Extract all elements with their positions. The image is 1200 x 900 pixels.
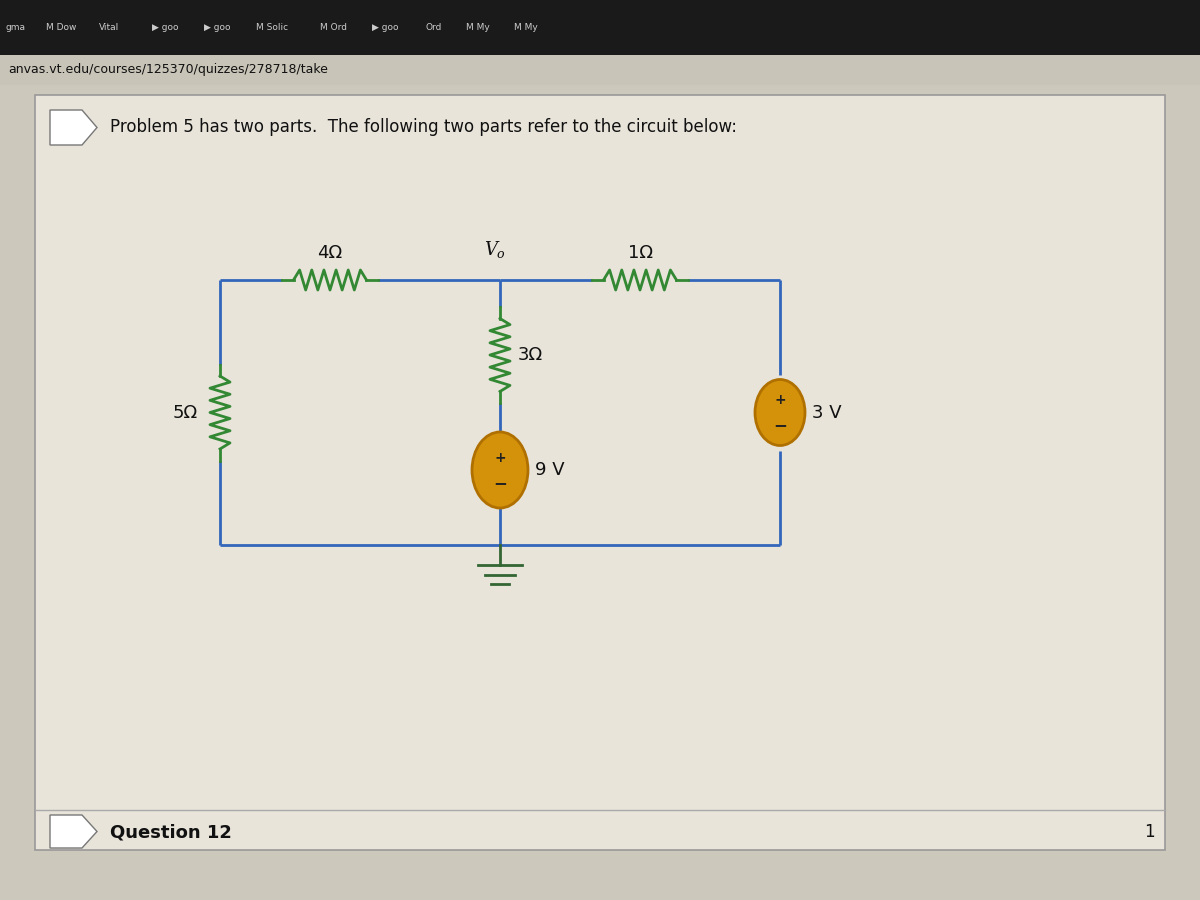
Text: 9 V: 9 V (535, 461, 565, 479)
FancyBboxPatch shape (0, 0, 1200, 55)
Text: ▶ goo: ▶ goo (151, 23, 178, 32)
Text: +: + (774, 393, 786, 408)
Text: ▶ goo: ▶ goo (204, 23, 230, 32)
Ellipse shape (472, 432, 528, 508)
Text: anvas.vt.edu/courses/125370/quizzes/278718/take: anvas.vt.edu/courses/125370/quizzes/2787… (8, 64, 328, 76)
Polygon shape (50, 815, 97, 848)
Ellipse shape (755, 380, 805, 446)
Text: −: − (773, 417, 787, 435)
Text: Vital: Vital (98, 23, 119, 32)
Text: M Dow: M Dow (47, 23, 77, 32)
FancyBboxPatch shape (35, 95, 1165, 850)
Text: 4Ω: 4Ω (318, 244, 342, 262)
Text: 5Ω: 5Ω (173, 403, 198, 421)
Text: M Ord: M Ord (320, 23, 347, 32)
Text: −: − (493, 474, 506, 492)
Text: gma: gma (5, 23, 25, 32)
Text: Problem 5 has two parts.  The following two parts refer to the circuit below:: Problem 5 has two parts. The following t… (110, 118, 737, 136)
FancyBboxPatch shape (0, 55, 1200, 85)
Polygon shape (50, 110, 97, 145)
Text: ▶ goo: ▶ goo (372, 23, 398, 32)
Text: Question 12: Question 12 (110, 823, 232, 841)
Text: +: + (494, 451, 506, 465)
Text: $V_o$: $V_o$ (484, 239, 506, 260)
Text: 3Ω: 3Ω (518, 346, 544, 364)
Text: Ord: Ord (425, 23, 442, 32)
Text: M My: M My (514, 23, 538, 32)
Text: 1Ω: 1Ω (628, 244, 653, 262)
Text: M Solic: M Solic (257, 23, 289, 32)
Text: 1: 1 (1145, 823, 1154, 841)
Text: 3 V: 3 V (812, 403, 841, 421)
Text: M My: M My (467, 23, 491, 32)
